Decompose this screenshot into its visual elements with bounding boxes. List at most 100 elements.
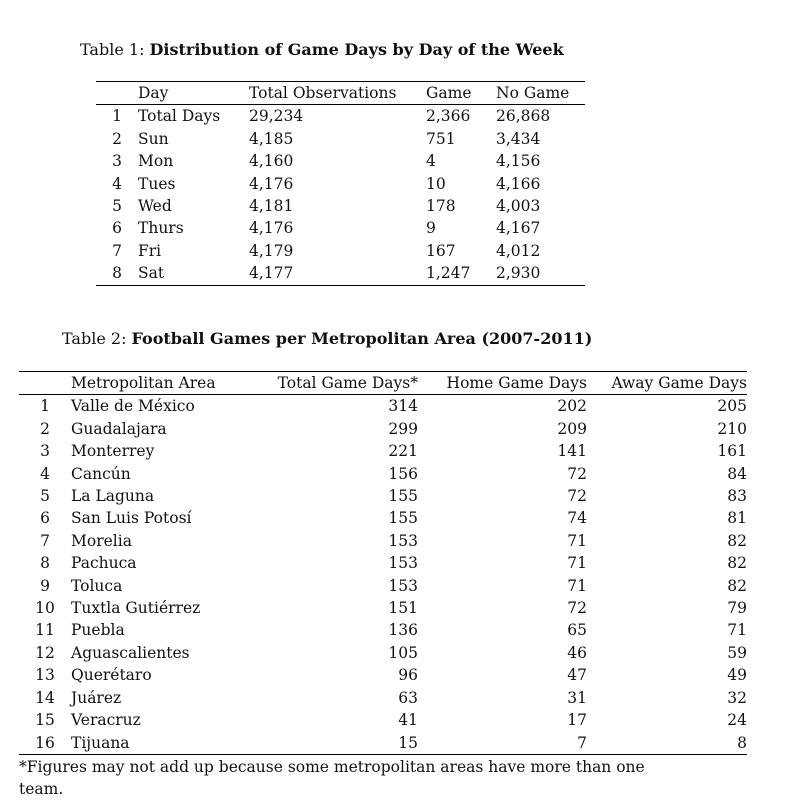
away-game-days-cell: 84 <box>727 464 747 483</box>
row-index-cell: 11 <box>35 621 55 640</box>
total-observations-cell: 4,181 <box>249 197 294 216</box>
no-game-cell: 4,166 <box>496 174 541 193</box>
row-index-cell: 2 <box>112 129 122 148</box>
table1-caption: Table 1: Distribution of Game Days by Da… <box>80 40 564 59</box>
home-game-days-cell: 141 <box>557 442 587 461</box>
day-cell: Sat <box>138 264 165 283</box>
table2: Metropolitan Area Total Game Days* Home … <box>19 371 747 755</box>
away-game-days-cell: 82 <box>727 531 747 550</box>
game-cell: 10 <box>426 174 446 193</box>
metro-area-cell: San Luis Potosí <box>71 509 192 528</box>
game-cell: 167 <box>426 241 456 260</box>
row-index-cell: 13 <box>35 666 55 685</box>
row-index-cell: 1 <box>40 397 50 416</box>
no-game-cell: 4,003 <box>496 197 541 216</box>
total-game-days-cell: 314 <box>388 397 418 416</box>
table-row: 6 Thurs 4,176 9 4,167 <box>96 217 585 239</box>
table-row: 7 Fri 4,179 167 4,012 <box>96 240 585 262</box>
total-game-days-cell: 155 <box>388 509 418 528</box>
home-game-days-cell: 46 <box>567 643 587 662</box>
metro-area-cell: Aguascalientes <box>71 643 190 662</box>
table-row: 3 Monterrey 221 141 161 <box>19 440 747 462</box>
table-row: 12 Aguascalientes 105 46 59 <box>19 642 747 664</box>
table2-footnote: *Figures may not add up because some met… <box>19 758 645 798</box>
away-game-days-cell: 8 <box>737 733 747 752</box>
game-cell: 178 <box>426 197 456 216</box>
table1-header-total: Total Observations <box>249 84 397 102</box>
metro-area-cell: Puebla <box>71 621 125 640</box>
no-game-cell: 3,434 <box>496 129 541 148</box>
table2-label: Table 2: <box>62 329 127 348</box>
row-index-cell: 7 <box>40 531 50 550</box>
table-row: 15 Veracruz 41 17 24 <box>19 709 747 731</box>
total-game-days-cell: 299 <box>388 419 418 438</box>
row-index-cell: 6 <box>40 509 50 528</box>
table2-header-area: Metropolitan Area <box>71 374 216 392</box>
table1-header-day: Day <box>138 84 169 102</box>
no-game-cell: 4,167 <box>496 219 541 238</box>
game-cell: 9 <box>426 219 436 238</box>
away-game-days-cell: 59 <box>727 643 747 662</box>
row-index-cell: 7 <box>112 241 122 260</box>
metro-area-cell: Juárez <box>71 688 122 707</box>
day-cell: Tues <box>138 174 176 193</box>
table-row: 2 Guadalajara 299 209 210 <box>19 418 747 440</box>
total-game-days-cell: 15 <box>398 733 418 752</box>
table2-title: Football Games per Metropolitan Area (20… <box>131 329 593 348</box>
day-cell: Thurs <box>138 219 184 238</box>
total-observations-cell: 4,160 <box>249 152 294 171</box>
table-row: 3 Mon 4,160 4 4,156 <box>96 150 585 172</box>
home-game-days-cell: 74 <box>567 509 587 528</box>
row-index-cell: 4 <box>112 174 122 193</box>
home-game-days-cell: 71 <box>567 531 587 550</box>
day-cell: Sun <box>138 129 169 148</box>
table1-header-row: Day Total Observations Game No Game <box>96 81 585 105</box>
table-row: 13 Querétaro 96 47 49 <box>19 664 747 686</box>
away-game-days-cell: 24 <box>727 711 747 730</box>
table-row: 10 Tuxtla Gutiérrez 151 72 79 <box>19 597 747 619</box>
away-game-days-cell: 79 <box>727 599 747 618</box>
total-game-days-cell: 105 <box>388 643 418 662</box>
row-index-cell: 5 <box>40 487 50 506</box>
row-index-cell: 15 <box>35 711 55 730</box>
row-index-cell: 4 <box>40 464 50 483</box>
total-game-days-cell: 63 <box>398 688 418 707</box>
home-game-days-cell: 31 <box>567 688 587 707</box>
table-row: 11 Puebla 136 65 71 <box>19 619 747 641</box>
game-cell: 1,247 <box>426 264 471 283</box>
game-cell: 4 <box>426 152 436 171</box>
away-game-days-cell: 83 <box>727 487 747 506</box>
table1-label: Table 1: <box>80 40 145 59</box>
day-cell: Fri <box>138 241 162 260</box>
table2-body: 1 Valle de México 314 202 205 2 Guadalajara 299… <box>19 395 747 755</box>
table2-header-total: Total Game Days* <box>277 374 418 392</box>
home-game-days-cell: 71 <box>567 554 587 573</box>
metro-area-cell: La Laguna <box>71 487 155 506</box>
table-row: 1 Total Days 29,234 2,366 26,868 <box>96 105 585 128</box>
home-game-days-cell: 17 <box>567 711 587 730</box>
table2-header-away: Away Game Days <box>611 374 748 392</box>
table-row: 4 Cancún 156 72 84 <box>19 463 747 485</box>
home-game-days-cell: 7 <box>577 733 587 752</box>
table-row: 5 Wed 4,181 178 4,003 <box>96 195 585 217</box>
home-game-days-cell: 72 <box>567 464 587 483</box>
table2-caption: Table 2: Football Games per Metropolitan… <box>62 329 592 348</box>
day-cell: Wed <box>138 197 172 216</box>
metro-area-cell: Querétaro <box>71 666 152 685</box>
table-row: 14 Juárez 63 31 32 <box>19 687 747 709</box>
table-row: 5 La Laguna 155 72 83 <box>19 485 747 507</box>
table1-body: 1 Total Days 29,234 2,366 26,868 2 Sun 4,185 751… <box>96 105 585 286</box>
no-game-cell: 26,868 <box>496 107 551 126</box>
away-game-days-cell: 161 <box>717 442 747 461</box>
total-observations-cell: 4,179 <box>249 241 294 260</box>
metro-area-cell: Monterrey <box>71 442 155 461</box>
total-game-days-cell: 153 <box>388 554 418 573</box>
away-game-days-cell: 82 <box>727 576 747 595</box>
total-observations-cell: 4,176 <box>249 174 294 193</box>
no-game-cell: 4,156 <box>496 152 541 171</box>
table-row: 1 Valle de México 314 202 205 <box>19 395 747 418</box>
row-index-cell: 3 <box>40 442 50 461</box>
row-index-cell: 10 <box>35 599 55 618</box>
game-cell: 751 <box>426 129 456 148</box>
table-row: 6 San Luis Potosí 155 74 81 <box>19 507 747 529</box>
